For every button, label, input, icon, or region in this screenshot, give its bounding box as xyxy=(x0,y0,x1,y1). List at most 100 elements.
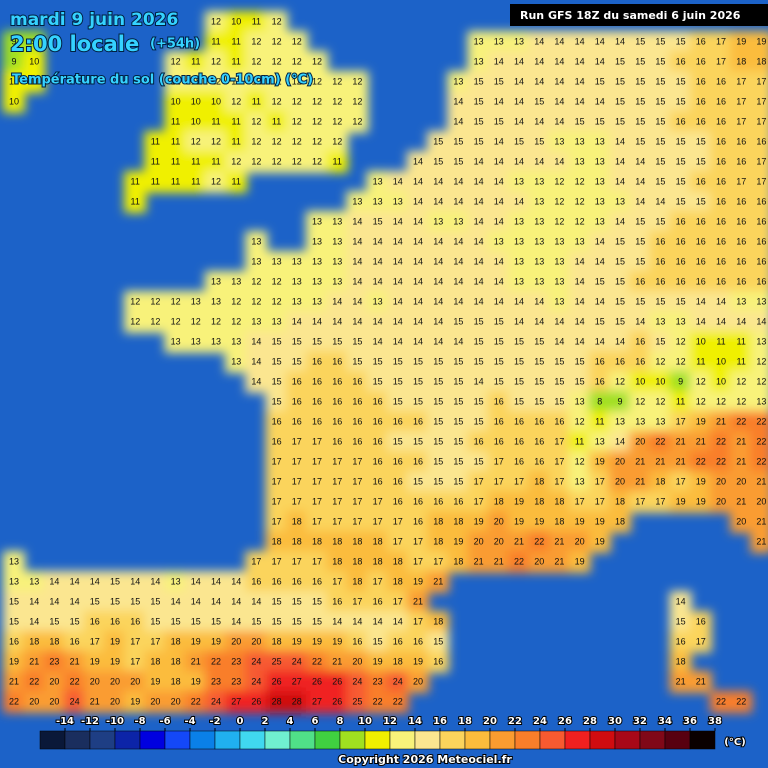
temperature-cell xyxy=(305,631,329,653)
temperature-value: 15 xyxy=(474,356,484,366)
temperature-cell xyxy=(23,31,46,53)
temperature-value: 13 xyxy=(211,276,221,286)
temperature-cell xyxy=(507,331,531,353)
temperature-cell xyxy=(225,351,248,373)
temperature-cell xyxy=(487,171,510,193)
temperature-cell xyxy=(447,131,470,153)
temperature-cell xyxy=(548,551,571,573)
temperature-value: 10 xyxy=(9,96,19,106)
temperature-value: 14 xyxy=(595,296,605,306)
temperature-value: 16 xyxy=(312,576,322,586)
temperature-value: 14 xyxy=(413,296,423,306)
temperature-value: 12 xyxy=(575,416,585,426)
temperature-cell xyxy=(467,291,490,313)
temperature-cell xyxy=(507,111,531,133)
temperature-value: 13 xyxy=(191,336,201,346)
temperature-cell xyxy=(346,211,369,233)
temperature-value: 11 xyxy=(151,176,160,186)
temperature-cell xyxy=(568,311,591,333)
temperature-cell xyxy=(730,691,753,713)
temperature-value: 15 xyxy=(453,416,463,426)
temperature-cell xyxy=(507,91,531,113)
temperature-value: 21 xyxy=(756,536,766,546)
temperature-cell xyxy=(164,291,187,313)
temperature-cell xyxy=(144,651,167,673)
temperature-cell xyxy=(528,331,551,353)
temperature-cell xyxy=(326,311,349,333)
temperature-value: 18 xyxy=(756,56,766,66)
temperature-cell xyxy=(548,271,571,293)
temperature-cell xyxy=(124,611,147,633)
temperature-cell xyxy=(406,651,430,673)
temperature-value: 12 xyxy=(150,316,160,326)
temperature-cell xyxy=(63,571,86,593)
temperature-value: 14 xyxy=(413,276,423,286)
temperature-value: 16 xyxy=(716,96,726,106)
temperature-cell xyxy=(507,151,531,173)
temperature-value: 13 xyxy=(615,196,625,206)
temperature-cell xyxy=(305,391,329,413)
temperature-cell xyxy=(346,271,369,293)
temperature-value: 15 xyxy=(332,336,342,346)
temperature-cell xyxy=(750,71,768,93)
temperature-value: 16 xyxy=(373,596,383,606)
temperature-cell xyxy=(427,511,450,533)
temperature-cell xyxy=(588,511,611,533)
temperature-cell xyxy=(528,71,551,93)
temperature-value: 13 xyxy=(231,356,241,366)
temperature-cell xyxy=(406,151,430,173)
temperature-value: 16 xyxy=(494,396,504,406)
temperature-value: 16 xyxy=(676,236,686,246)
temperature-value: 14 xyxy=(615,156,625,166)
temperature-cell xyxy=(184,591,207,613)
temperature-cell xyxy=(285,291,308,313)
temperature-value: 15 xyxy=(453,376,463,386)
temperature-cell xyxy=(427,611,450,633)
temperature-cell xyxy=(144,171,167,193)
temperature-value: 14 xyxy=(514,96,524,106)
temperature-value: 17 xyxy=(352,596,362,606)
temperature-value: 16 xyxy=(352,416,362,426)
temperature-value: 19 xyxy=(696,476,706,486)
temperature-value: 16 xyxy=(494,416,504,426)
temperature-value: 15 xyxy=(635,296,645,306)
temperature-cell xyxy=(548,371,571,393)
temperature-value: 13 xyxy=(474,56,484,66)
temperature-value: 18 xyxy=(373,556,383,566)
temperature-value: 17 xyxy=(352,516,362,526)
temperature-value: 11 xyxy=(171,136,180,146)
temperature-value: 18 xyxy=(292,516,302,526)
temperature-cell xyxy=(103,591,127,613)
temperature-cell xyxy=(245,551,268,573)
temperature-cell xyxy=(649,451,672,473)
temperature-value: 17 xyxy=(272,476,282,486)
temperature-value: 17 xyxy=(90,636,100,646)
temperature-value: 15 xyxy=(635,256,645,266)
temperature-cell xyxy=(265,91,288,113)
temperature-cell xyxy=(487,331,510,353)
temperature-cell xyxy=(427,571,450,593)
temperature-value: 15 xyxy=(676,36,686,46)
temperature-value: 17 xyxy=(736,96,746,106)
temperature-cell xyxy=(608,331,632,353)
temperature-value: 15 xyxy=(575,376,585,386)
temperature-cell xyxy=(265,691,288,713)
temperature-value: 22 xyxy=(70,676,80,686)
temperature-value: 14 xyxy=(231,596,241,606)
temperature-value: 20 xyxy=(49,696,59,706)
temperature-value: 15 xyxy=(635,236,645,246)
temperature-cell xyxy=(507,211,531,233)
temperature-value: 15 xyxy=(655,76,665,86)
color-swatch xyxy=(414,730,441,750)
temperature-cell xyxy=(467,31,490,53)
temperature-cell xyxy=(709,111,733,133)
temperature-value: 15 xyxy=(352,336,362,346)
temperature-value: 16 xyxy=(312,376,322,386)
temperature-value: 17 xyxy=(332,476,342,486)
temperature-cell xyxy=(265,71,288,93)
temperature-value: 14 xyxy=(474,156,484,166)
temperature-value: 12 xyxy=(191,76,201,86)
temperature-cell xyxy=(629,351,652,373)
temperature-cell xyxy=(548,171,571,193)
temperature-cell xyxy=(305,91,329,113)
